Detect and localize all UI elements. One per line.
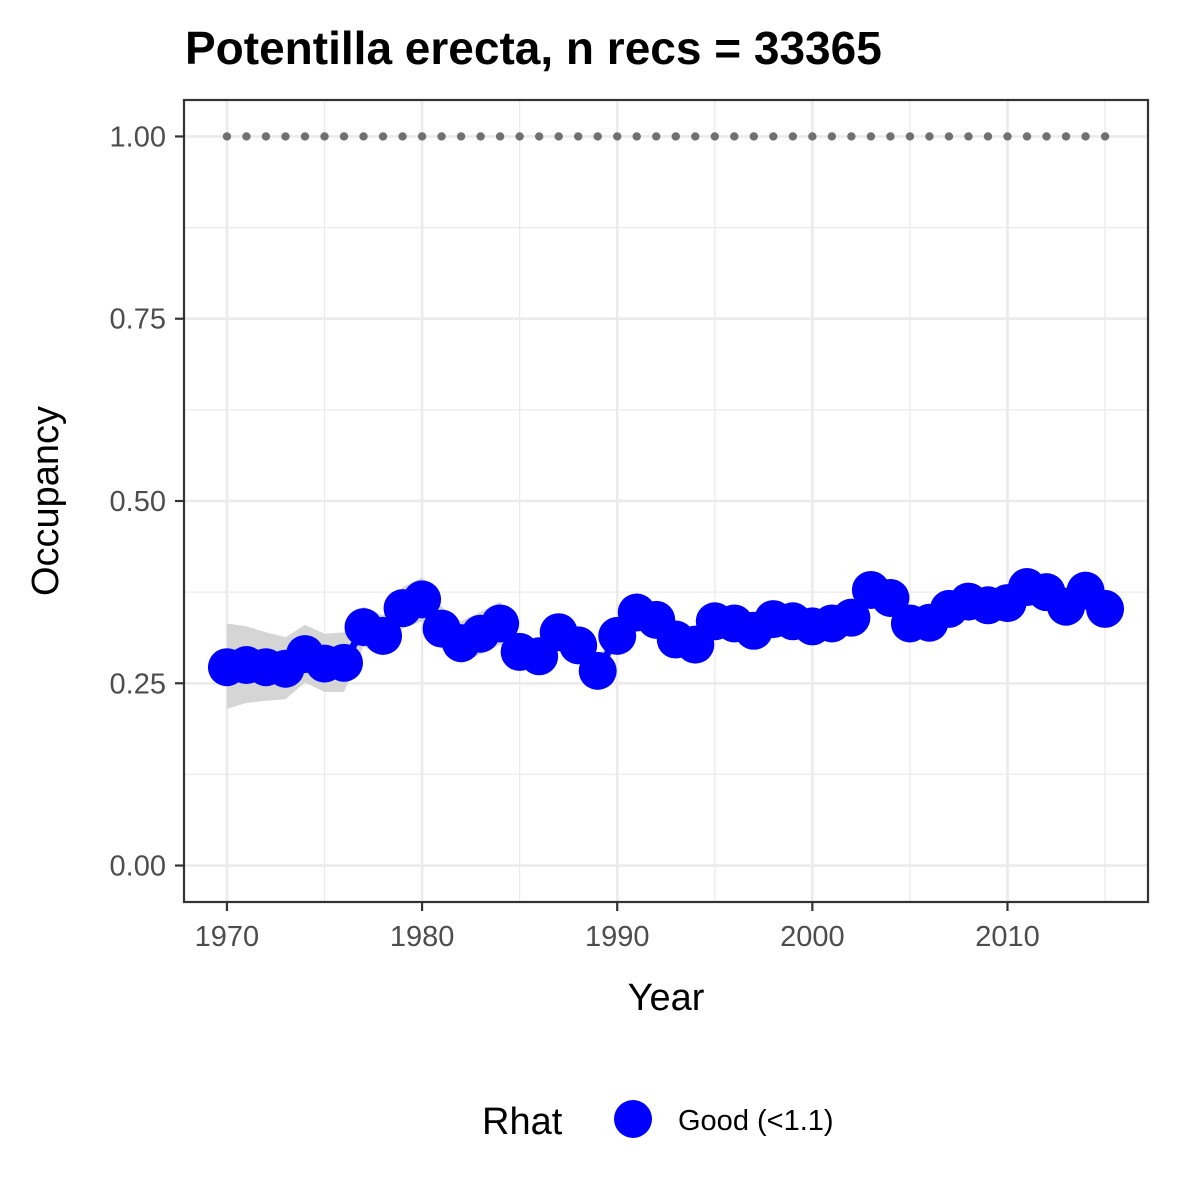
reference-point	[866, 132, 876, 141]
reference-point	[788, 132, 798, 141]
reference-point	[534, 132, 544, 141]
reference-point	[242, 132, 251, 141]
reference-point	[886, 132, 895, 141]
reference-point	[905, 132, 915, 141]
reference-point	[476, 132, 485, 141]
reference-point	[398, 132, 407, 141]
x-axis-title: Year	[628, 977, 705, 1019]
reference-point	[261, 132, 271, 141]
reference-point	[1042, 132, 1051, 141]
reference-point	[1100, 132, 1110, 141]
reference-point	[749, 132, 759, 141]
legend-title: Rhat	[482, 1101, 563, 1143]
reference-point	[691, 132, 700, 141]
reference-point	[417, 132, 427, 141]
reference-point	[671, 132, 680, 141]
reference-point	[593, 132, 602, 141]
reference-point	[515, 132, 524, 141]
reference-point	[944, 132, 954, 141]
reference-point	[1061, 132, 1071, 141]
occupancy-point	[832, 598, 871, 637]
occupancy-point	[1086, 589, 1125, 628]
reference-point	[769, 132, 778, 141]
legend: Rhat Good (<1.1)	[482, 1100, 834, 1143]
occupancy-point	[481, 604, 520, 643]
reference-point	[456, 132, 466, 141]
reference-point	[632, 132, 641, 141]
occupancy-point	[325, 643, 364, 682]
reference-point	[730, 132, 739, 141]
y-tick-label: 0.25	[110, 668, 166, 700]
reference-point	[378, 132, 388, 141]
reference-point	[710, 132, 719, 141]
reference-point	[573, 132, 583, 141]
y-tick-label: 1.00	[110, 121, 166, 153]
y-tick-label: 0.50	[110, 486, 166, 518]
reference-point	[847, 132, 856, 141]
x-tick-label: 2000	[780, 921, 845, 953]
reference-point	[1081, 132, 1090, 141]
occupancy-point	[403, 580, 442, 619]
reference-point	[495, 132, 505, 141]
x-axis: 1970 1980 1990 2000 2010	[195, 902, 1040, 953]
reference-point	[925, 132, 934, 141]
x-tick-label: 1990	[585, 921, 650, 953]
reference-point	[320, 132, 329, 141]
chart-title: Potentilla erecta, n recs = 33365	[185, 22, 882, 74]
occupancy-point	[578, 651, 617, 690]
y-axis-title: Occupancy	[25, 406, 67, 596]
reference-point	[983, 132, 993, 141]
reference-point	[964, 132, 973, 141]
occupancy-series-layer	[207, 568, 1125, 690]
legend-key-good	[614, 1100, 652, 1138]
reference-point	[359, 132, 368, 141]
reference-point	[554, 132, 563, 141]
x-tick-label: 2010	[975, 921, 1040, 953]
reference-point	[827, 132, 837, 141]
x-tick-label: 1970	[195, 921, 260, 953]
reference-point	[613, 132, 622, 141]
reference-point	[281, 132, 290, 141]
reference-point	[1003, 132, 1012, 141]
reference-point	[222, 132, 232, 141]
reference-points-layer	[222, 132, 1110, 141]
y-tick-label: 0.00	[110, 851, 166, 883]
reference-point	[437, 132, 446, 141]
y-tick-label: 0.75	[110, 304, 166, 336]
reference-point	[808, 132, 817, 141]
reference-point	[1022, 132, 1032, 141]
reference-point	[652, 132, 661, 141]
reference-point	[339, 132, 349, 141]
y-axis: 0.00 0.25 0.50 0.75 1.00	[110, 121, 184, 883]
occupancy-point	[364, 616, 403, 655]
x-tick-label: 1980	[390, 921, 455, 953]
reference-point	[300, 132, 310, 141]
legend-label-good: Good (<1.1)	[678, 1105, 834, 1137]
